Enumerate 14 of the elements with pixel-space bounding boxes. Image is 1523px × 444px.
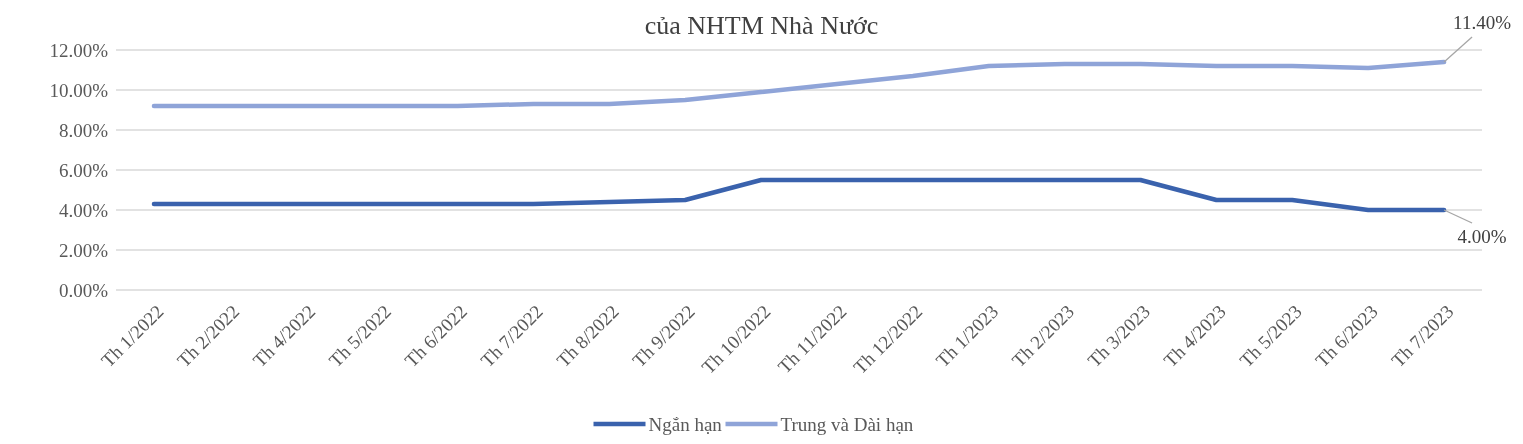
y-tick-label: 8.00% (58, 119, 109, 141)
annotation: 11.40% (1453, 12, 1512, 33)
line-series (151, 59, 1447, 109)
chart-title: của NHTM Nhà Nước (644, 11, 879, 40)
legend-label: Ngắn hạn (648, 413, 723, 435)
y-tick-label: 4.00% (58, 199, 109, 221)
annotation: 4.00% (1457, 226, 1507, 247)
y-tick-label: 2.00% (58, 239, 109, 261)
y-tick-label: 12.00% (49, 39, 109, 61)
y-tick-label: 10.00% (49, 79, 109, 101)
line-series (151, 177, 1447, 213)
y-tick-label: 6.00% (58, 159, 109, 181)
legend-label: Trung và Dài hạn (780, 413, 914, 435)
y-tick-label: 0.00% (58, 279, 109, 301)
